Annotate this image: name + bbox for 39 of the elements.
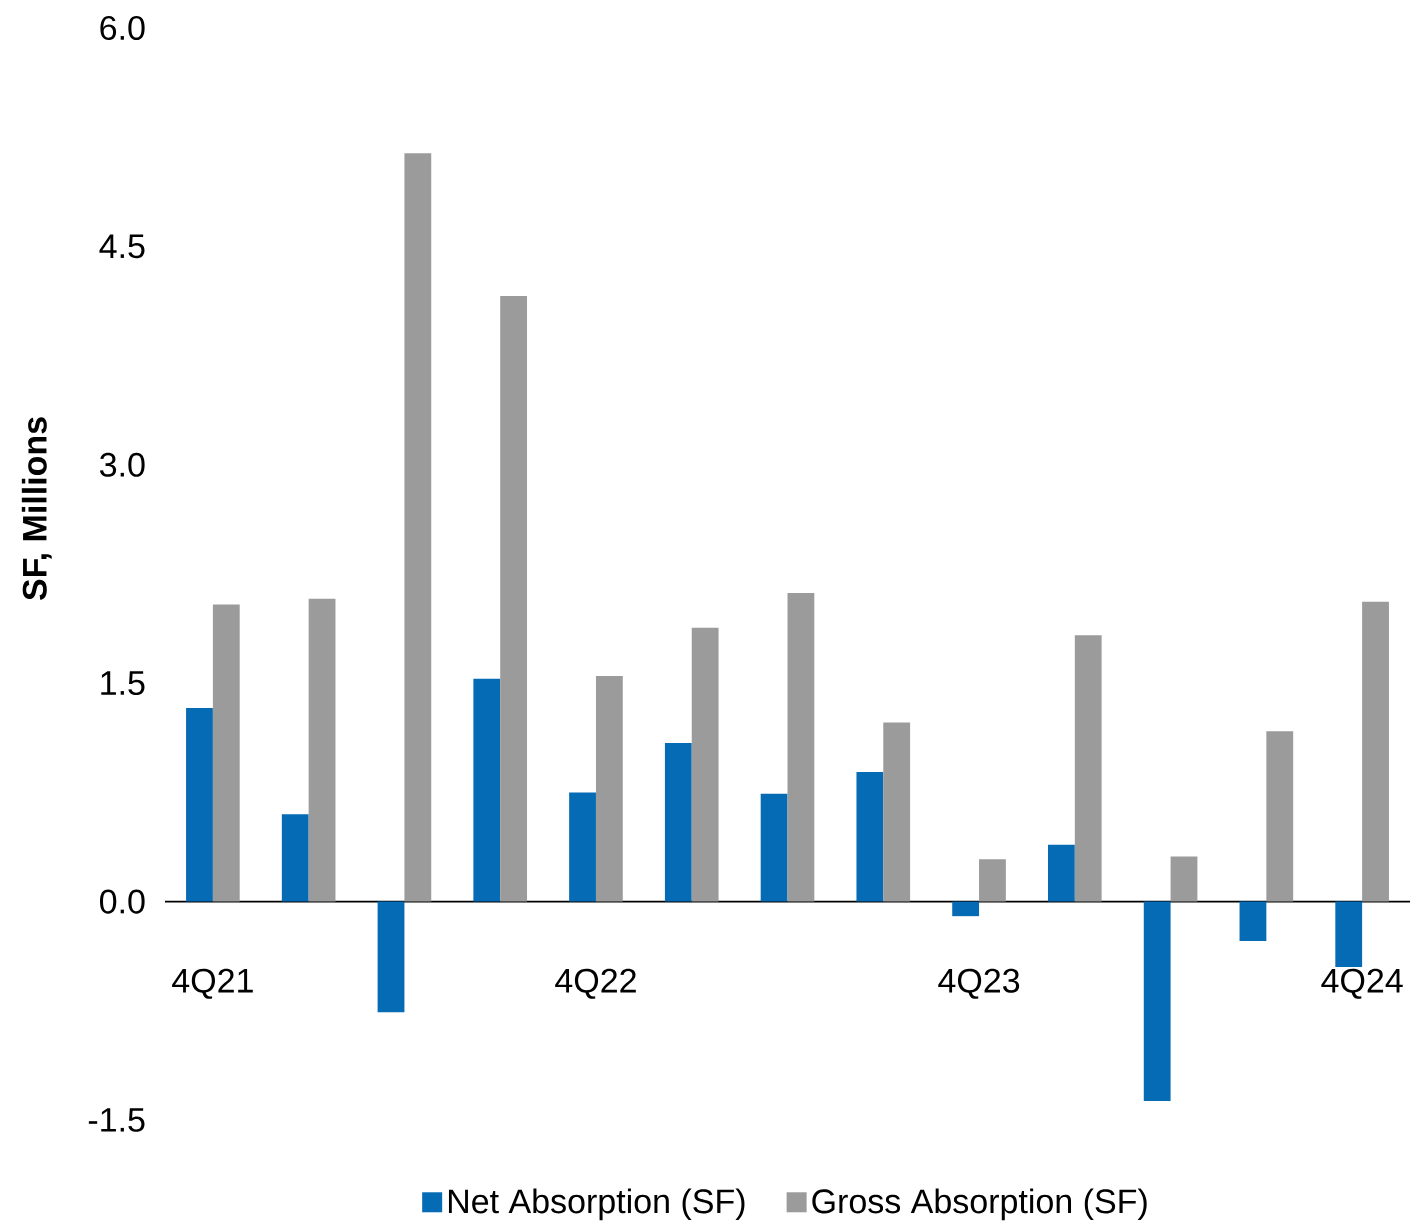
bar: [1048, 844, 1075, 902]
x-tick-label: 4Q24: [1321, 968, 1403, 999]
bar: [281, 814, 309, 902]
x-tick-label: 4Q21: [172, 968, 253, 999]
bar: [1362, 601, 1389, 902]
bar: [595, 675, 623, 902]
bar: [952, 901, 980, 917]
bar: [1170, 856, 1198, 902]
bar: [212, 604, 240, 902]
bar: [404, 153, 432, 902]
bar: [979, 859, 1006, 902]
bar: [186, 707, 213, 902]
bar: [308, 598, 336, 902]
x-tick-label: 4Q23: [938, 968, 1020, 999]
bar: [1074, 635, 1102, 902]
y-tick-label: 4.5: [99, 234, 145, 259]
bar: [500, 295, 528, 902]
y-tick-label: 3.0: [99, 452, 145, 477]
y-tick-label: -1.5: [88, 1108, 145, 1132]
y-tick-label: 1.5: [101, 671, 145, 696]
bar: [1239, 901, 1267, 941]
bar: [569, 792, 596, 902]
y-tick-label: 6.0: [100, 15, 145, 41]
bar: [664, 742, 692, 902]
bar: [1143, 901, 1171, 1102]
y-axis-title: SF, Millions: [21, 417, 52, 601]
bar: [856, 772, 884, 902]
bar: [883, 722, 911, 902]
bar: [1335, 901, 1363, 968]
bar: [473, 678, 501, 902]
bar: [760, 793, 788, 902]
y-tick-label: 0.0: [99, 889, 145, 914]
x-tick-label: 4Q22: [555, 968, 636, 999]
bar: [377, 901, 405, 1013]
bar: [691, 627, 719, 902]
legend-label: Gross Absorption (SF): [812, 1188, 1147, 1221]
legend-label: Net Absorption (SF): [448, 1188, 745, 1221]
bar: [787, 592, 815, 902]
bar: [1266, 731, 1294, 902]
